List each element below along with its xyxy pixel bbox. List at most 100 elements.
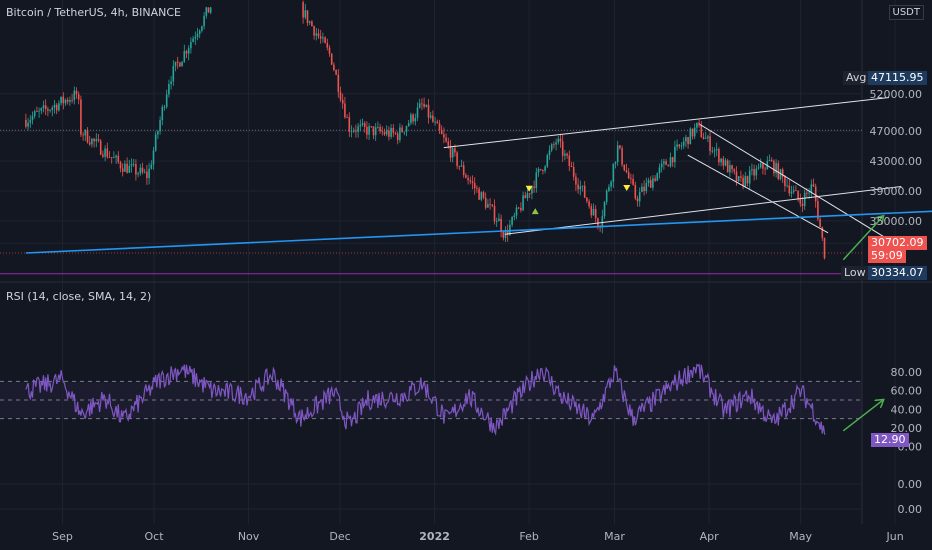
time-tick-label: Oct (144, 530, 164, 543)
candle-body (190, 42, 192, 49)
candle-body (489, 204, 491, 206)
time-axis[interactable]: SepOctNovDec2022FebMarAprMayJunJul (52, 530, 932, 543)
candle-body (614, 162, 617, 164)
candle-body (812, 184, 815, 187)
candle-body (458, 165, 461, 167)
candle-body (328, 47, 331, 54)
candle-body (638, 192, 641, 202)
candle-body (678, 144, 681, 147)
rsi-tick-label: 60.00 (891, 385, 923, 398)
candle-body (421, 103, 423, 105)
candle-body (407, 123, 410, 127)
candle-body (161, 107, 164, 121)
candle-body (784, 176, 786, 186)
candle-body (735, 171, 738, 182)
candle-body (645, 183, 648, 192)
candle-body (377, 126, 379, 128)
price-arrow (842, 216, 883, 261)
trendline (504, 185, 902, 235)
candle-body (132, 164, 135, 165)
candle-body (814, 186, 817, 202)
signal-markers (525, 184, 631, 215)
candle-body (795, 190, 797, 192)
candle-body (192, 38, 194, 43)
candle-body (388, 130, 390, 137)
candle-body (170, 81, 172, 85)
candle-body (759, 163, 762, 168)
candle-body (623, 164, 626, 171)
candle-body (71, 100, 73, 101)
candle-body (456, 152, 458, 166)
candle-body (471, 181, 474, 183)
candle-body (447, 141, 450, 146)
candle-body (324, 37, 326, 44)
candle-body (117, 155, 120, 163)
candle-body (416, 107, 419, 118)
candle-body (484, 197, 487, 208)
candle-body (656, 173, 659, 181)
candle-body (462, 165, 465, 175)
rsi-tick-label: 40.00 (891, 403, 923, 416)
candle-body (330, 53, 333, 65)
candle-body (817, 201, 819, 220)
price-axis[interactable]: 52000.00 47000.00 43000.00 39000.00 35000.00… (870, 88, 923, 250)
rsi-arrow (842, 400, 883, 432)
candle-body (313, 26, 315, 36)
candle-body (495, 221, 498, 222)
candle-body (753, 169, 755, 176)
candle-body (718, 149, 720, 163)
time-tick-label: Feb (519, 530, 538, 543)
candle-body (315, 33, 318, 36)
candle-body (792, 190, 795, 192)
currency-button[interactable]: USDT (888, 5, 924, 20)
candle-body (201, 26, 203, 31)
grid (0, 0, 932, 524)
candle-body (348, 117, 351, 132)
candle-body (586, 197, 588, 202)
candle-body (493, 205, 496, 222)
candle-body (491, 204, 494, 206)
candle-body (742, 177, 744, 187)
price-tick-label: 39000.00 (870, 185, 923, 198)
candle-body (438, 123, 441, 130)
candle-body (341, 99, 344, 104)
candle-body (643, 186, 645, 192)
candle-body (47, 108, 49, 111)
time-tick-label: Dec (329, 530, 350, 543)
candle-body (198, 30, 201, 35)
candle-body (205, 7, 208, 16)
candle-body (346, 117, 348, 119)
candle-body (355, 130, 357, 132)
candle-body (55, 104, 58, 111)
candle-body (432, 115, 434, 122)
candle-body (445, 137, 447, 142)
candle-body (781, 169, 784, 177)
time-tick-label: 2022 (419, 530, 450, 543)
trendline (687, 154, 829, 234)
candle-body (770, 159, 773, 161)
candle-body (401, 127, 403, 132)
support-line (25, 210, 932, 254)
price-tick-label: 43000.00 (870, 155, 923, 168)
candle-body (572, 167, 575, 177)
candle-body (196, 34, 199, 37)
candle-body (515, 207, 518, 216)
candle-body (410, 114, 412, 124)
candle-body (480, 192, 483, 200)
candle-body (777, 163, 780, 179)
candle-body (744, 176, 747, 187)
candle-body (746, 176, 749, 184)
candle-body (522, 195, 524, 211)
price-tick-label: 52000.00 (870, 88, 923, 101)
candle-body (399, 127, 401, 140)
candle-body (806, 192, 808, 194)
candle-body (306, 10, 309, 23)
candle-body (553, 144, 555, 146)
rsi-tick-label: 80.00 (891, 366, 923, 379)
candle-body (326, 43, 329, 48)
candle-body (663, 161, 665, 164)
rsi-title[interactable]: RSI (14, close, SMA, 14, 2) (6, 290, 152, 303)
candle-body (550, 144, 553, 151)
